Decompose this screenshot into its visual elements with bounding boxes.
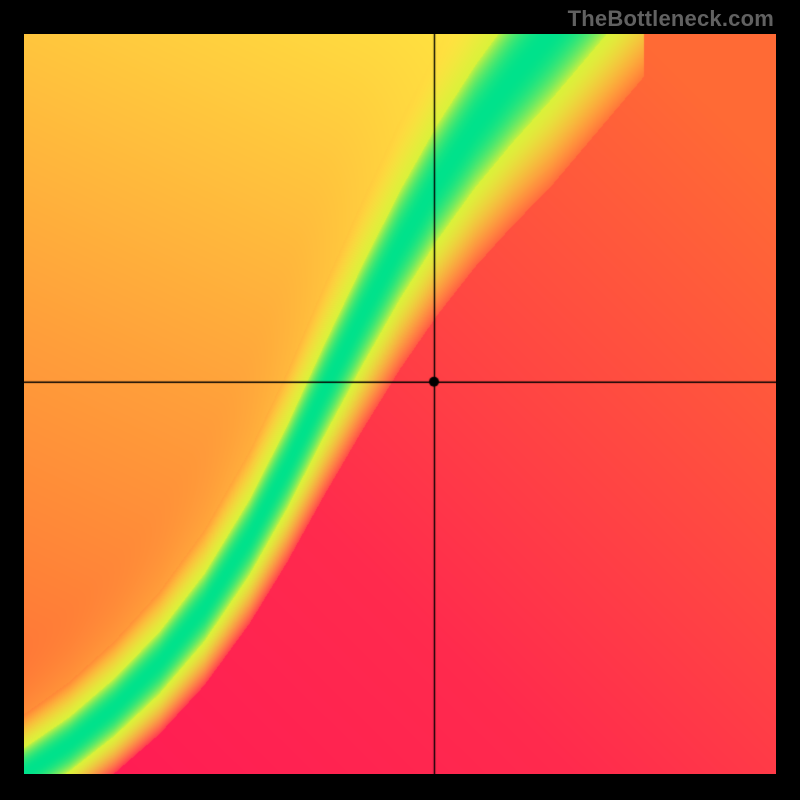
heatmap-canvas (24, 34, 776, 774)
watermark-text: TheBottleneck.com (568, 6, 774, 32)
heatmap-plot (24, 34, 776, 774)
